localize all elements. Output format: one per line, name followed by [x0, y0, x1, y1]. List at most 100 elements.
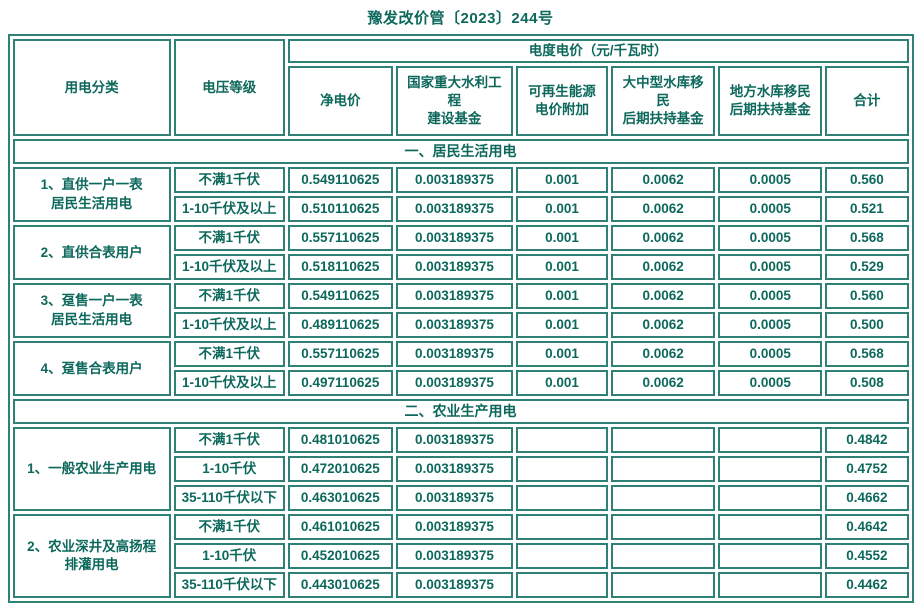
price-cell: 0.0005 — [718, 312, 823, 339]
price-cell — [611, 514, 716, 540]
price-cell — [718, 485, 823, 511]
price-cell: 0.003189375 — [395, 370, 513, 397]
price-cell: 0.003189375 — [395, 167, 513, 194]
column-header-large-reservoir-fund: 大中型水库移民 后期扶持基金 — [611, 66, 716, 137]
price-cell — [515, 543, 609, 569]
price-cell: 0.001 — [515, 283, 609, 310]
price-cell: 0.0005 — [718, 167, 823, 194]
column-header-total: 合计 — [825, 66, 909, 137]
voltage-cell: 35-110千伏以下 — [173, 572, 285, 598]
price-cell: 0.481010625 — [287, 427, 393, 453]
price-cell — [515, 514, 609, 540]
total-cell: 0.560 — [825, 283, 909, 310]
price-cell: 0.0062 — [611, 370, 716, 397]
voltage-cell: 1-10千伏及以上 — [173, 196, 285, 223]
price-cell: 0.0005 — [718, 283, 823, 310]
price-cell: 0.003189375 — [395, 225, 513, 252]
price-cell — [718, 514, 823, 540]
table-row: 4、趸售合表用户 不满1千伏 0.557110625 0.003189375 0… — [12, 341, 909, 397]
price-cell: 0.001 — [515, 196, 609, 223]
column-header-water-project-fund: 国家重大水利工程 建设基金 — [395, 66, 513, 137]
table-row: 1-10千伏 0.472010625 0.003189375 0.4752 — [13, 456, 909, 482]
price-cell: 0.001 — [515, 341, 609, 368]
voltage-cell: 1-10千伏及以上 — [173, 312, 285, 339]
price-cell — [718, 456, 823, 482]
total-cell: 0.4752 — [825, 456, 909, 482]
table-row: 1-10千伏及以上 0.510110625 0.003189375 0.001 … — [13, 196, 909, 223]
usage-group-cell: 4、趸售合表用户 — [12, 341, 171, 397]
price-cell: 0.461010625 — [287, 514, 393, 540]
voltage-cell: 不满1千伏 — [173, 427, 285, 453]
price-cell: 0.003189375 — [395, 341, 513, 368]
price-cell — [611, 485, 716, 511]
price-cell: 0.0005 — [718, 370, 823, 397]
price-cell — [515, 427, 609, 453]
section-title: 二、农业生产用电 — [12, 399, 909, 424]
price-cell: 0.549110625 — [287, 283, 393, 310]
price-cell — [611, 456, 716, 482]
price-cell: 0.003189375 — [395, 427, 513, 453]
usage-group-cell: 1、直供一户一表 居民生活用电 — [12, 167, 171, 223]
usage-group-cell: 3、趸售一户一表 居民生活用电 — [12, 283, 171, 339]
voltage-cell: 35-110千伏以下 — [173, 485, 285, 511]
price-cell — [611, 543, 716, 569]
price-cell: 0.489110625 — [287, 312, 393, 339]
voltage-cell: 不满1千伏 — [173, 167, 285, 194]
price-cell: 0.497110625 — [287, 370, 393, 397]
table-row: 1-10千伏 0.452010625 0.003189375 0.4552 — [13, 543, 909, 569]
total-cell: 0.4842 — [825, 427, 909, 453]
price-cell: 0.0062 — [611, 283, 716, 310]
total-cell: 0.508 — [825, 370, 909, 397]
voltage-cell: 不满1千伏 — [173, 225, 285, 252]
price-cell: 0.003189375 — [395, 543, 513, 569]
price-cell: 0.003189375 — [395, 572, 513, 598]
price-cell: 0.472010625 — [287, 456, 393, 482]
usage-category-header: 用电分类 — [12, 39, 171, 137]
table-row: 1、直供一户一表 居民生活用电 不满1千伏 0.549110625 0.0031… — [12, 167, 909, 223]
column-header-renewable-surcharge: 可再生能源 电价附加 — [515, 66, 609, 137]
price-cell — [718, 572, 823, 598]
table-row: 35-110千伏以下 0.443010625 0.003189375 0.446… — [13, 572, 909, 598]
price-cell: 0.003189375 — [395, 485, 513, 511]
voltage-cell: 1-10千伏及以上 — [173, 370, 285, 397]
price-cell: 0.0062 — [611, 254, 716, 281]
price-cell: 0.0005 — [718, 196, 823, 223]
electricity-price-table: 用电分类 电压等级 电度电价（元/千瓦时） 净电价 国家重大水利工程 建设基金 … — [7, 34, 914, 603]
price-cell: 0.003189375 — [395, 254, 513, 281]
voltage-cell: 1-10千伏及以上 — [173, 254, 285, 281]
total-cell: 0.4552 — [825, 543, 909, 569]
price-cell: 0.003189375 — [395, 514, 513, 540]
price-cell: 0.452010625 — [287, 543, 393, 569]
total-cell: 0.560 — [825, 167, 909, 194]
price-cell: 0.001 — [515, 312, 609, 339]
price-cell: 0.003189375 — [395, 312, 513, 339]
total-cell: 0.4662 — [825, 485, 909, 511]
total-cell: 0.500 — [825, 312, 909, 339]
voltage-level-header: 电压等级 — [173, 39, 285, 137]
total-cell: 0.521 — [825, 196, 909, 223]
price-cell: 0.0005 — [718, 254, 823, 281]
table-row: 2、直供合表用户 不满1千伏 0.557110625 0.003189375 0… — [12, 225, 909, 281]
price-cell: 0.001 — [515, 370, 609, 397]
price-cell — [515, 456, 609, 482]
price-cell: 0.0062 — [611, 312, 716, 339]
price-cell — [515, 485, 609, 511]
voltage-cell: 不满1千伏 — [173, 283, 285, 310]
usage-group-cell: 1、一般农业生产用电 — [12, 427, 171, 511]
price-cell: 0.443010625 — [287, 572, 393, 598]
table-row: 35-110千伏以下 0.463010625 0.003189375 0.466… — [13, 485, 909, 511]
table-row: 1-10千伏及以上 0.497110625 0.003189375 0.001 … — [13, 370, 909, 397]
total-cell: 0.4462 — [825, 572, 909, 598]
table-row: 2、农业深井及高扬程 排灌用电 不满1千伏 0.461010625 0.0031… — [12, 514, 909, 598]
column-header-local-reservoir-fund: 地方水库移民 后期扶持基金 — [718, 66, 823, 137]
price-cell: 0.003189375 — [395, 283, 513, 310]
price-cell: 0.0062 — [611, 225, 716, 252]
column-header-net-price: 净电价 — [287, 66, 393, 137]
price-cell: 0.001 — [515, 167, 609, 194]
price-cell: 0.003189375 — [395, 456, 513, 482]
total-cell: 0.568 — [825, 341, 909, 368]
total-cell: 0.4642 — [825, 514, 909, 540]
section-row-residential: 一、居民生活用电 — [12, 139, 909, 165]
price-cell: 0.557110625 — [287, 341, 393, 368]
